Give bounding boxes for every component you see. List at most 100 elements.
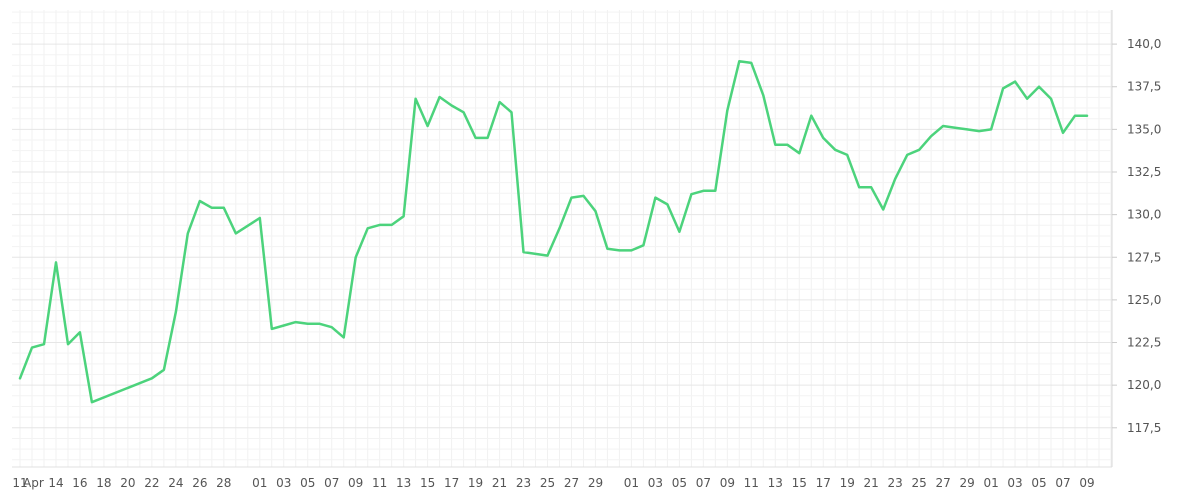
data-point — [342, 336, 345, 339]
data-point — [366, 227, 369, 230]
y-tick-label: 117,5 — [1127, 421, 1161, 435]
x-tick-label: 11 — [372, 476, 387, 490]
data-point — [750, 62, 753, 64]
data-point — [1062, 131, 1064, 134]
data-point — [966, 128, 968, 131]
x-tick-label: 19 — [468, 476, 483, 490]
data-point — [774, 143, 777, 146]
data-point — [822, 137, 825, 139]
y-tick-label: 135,0 — [1127, 122, 1161, 136]
data-point — [942, 125, 944, 127]
data-point — [810, 114, 813, 117]
data-point — [786, 143, 789, 146]
x-tick-label: 07 — [1055, 476, 1070, 490]
x-tick-label: 03 — [648, 476, 663, 490]
y-tick-label: 140,0 — [1127, 37, 1161, 51]
data-point — [282, 324, 285, 327]
x-tick-label: 09 — [1079, 476, 1094, 490]
x-tick-label: 26 — [192, 476, 207, 490]
x-tick-label: 05 — [1031, 476, 1046, 490]
data-point — [510, 111, 513, 114]
data-point — [1050, 97, 1052, 100]
x-tick-label: 01 — [983, 476, 998, 490]
data-point — [690, 193, 693, 195]
y-tick-label: 122,5 — [1127, 336, 1161, 350]
data-point — [570, 196, 573, 199]
x-tick-label: 18 — [96, 476, 111, 490]
x-tick-label: 19 — [840, 476, 855, 490]
data-point — [558, 227, 561, 230]
x-tick-label: 13 — [768, 476, 783, 490]
y-tick-label: 132,5 — [1127, 165, 1161, 179]
data-point — [79, 331, 81, 334]
data-point — [978, 130, 980, 132]
data-point — [163, 369, 165, 371]
data-point — [486, 137, 489, 139]
x-tick-label: 15 — [792, 476, 807, 490]
data-point — [990, 128, 992, 131]
data-point — [234, 232, 237, 235]
x-tick-label: 11 — [12, 476, 27, 490]
data-point — [666, 203, 669, 206]
x-tick-label: 03 — [1007, 476, 1022, 490]
x-tick-label: 14 — [48, 476, 63, 490]
x-tick-label: 09 — [720, 476, 735, 490]
y-tick-label: 125,0 — [1127, 293, 1161, 307]
data-point — [187, 232, 189, 235]
data-point — [462, 111, 465, 114]
x-tick-label: 15 — [420, 476, 435, 490]
data-point — [798, 152, 801, 155]
x-tick-label: 03 — [276, 476, 291, 490]
x-tick-label: 09 — [348, 476, 363, 490]
x-tick-label: 23 — [888, 476, 903, 490]
data-point — [1074, 114, 1076, 117]
data-point — [450, 104, 453, 107]
data-point — [1086, 114, 1088, 117]
y-tick-label: 127,5 — [1127, 250, 1161, 264]
data-point — [498, 101, 501, 103]
x-tick-label: 24 — [168, 476, 183, 490]
data-point — [606, 247, 609, 250]
x-tick-label: 07 — [696, 476, 711, 490]
data-point — [654, 196, 657, 199]
data-point — [270, 328, 273, 330]
data-point — [426, 125, 429, 127]
x-tick-label: 29 — [959, 476, 974, 490]
x-tick-label: 11 — [744, 476, 759, 490]
series-line — [18, 59, 1089, 404]
x-tick-label: 21 — [864, 476, 879, 490]
y-tick-label: 137,5 — [1127, 80, 1161, 94]
data-point — [642, 244, 645, 247]
data-point — [1002, 87, 1004, 90]
data-point — [594, 210, 597, 213]
x-tick-label: 16 — [72, 476, 87, 490]
data-point — [199, 200, 201, 202]
data-point — [846, 154, 849, 156]
data-point — [858, 186, 861, 189]
data-point — [1026, 97, 1028, 100]
data-point — [546, 254, 549, 257]
x-tick-label: 25 — [540, 476, 555, 490]
x-tick-label: 25 — [912, 476, 927, 490]
data-point — [378, 224, 381, 226]
x-tick-label: 01 — [624, 476, 639, 490]
data-point — [834, 149, 837, 151]
plot-area — [12, 10, 1112, 467]
x-tick-label: 23 — [516, 476, 531, 490]
x-tick-label: 22 — [144, 476, 159, 490]
y-tick-label: 120,0 — [1127, 378, 1161, 392]
grid — [12, 10, 1112, 467]
data-point — [67, 343, 69, 346]
x-tick-label: 27 — [564, 476, 579, 490]
data-point — [294, 321, 297, 323]
data-point — [726, 109, 729, 112]
data-point — [1014, 80, 1016, 83]
data-point — [582, 195, 585, 197]
x-tick-label: 21 — [492, 476, 507, 490]
x-tick-label: 27 — [935, 476, 950, 490]
x-tick-label: 17 — [444, 476, 459, 490]
data-point — [1038, 85, 1040, 88]
data-point — [438, 96, 441, 98]
data-point — [390, 224, 393, 226]
